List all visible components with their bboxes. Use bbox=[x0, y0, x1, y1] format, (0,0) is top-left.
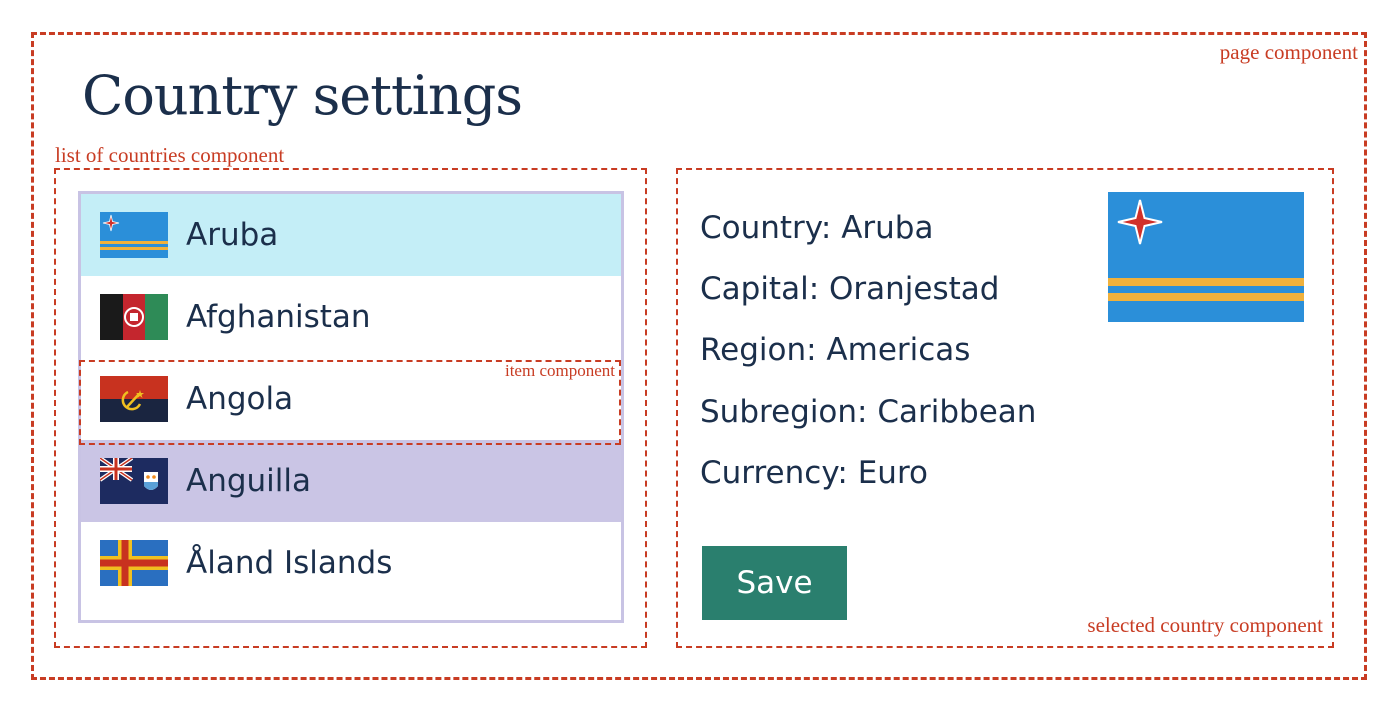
detail-capital: Capital: Oranjestad bbox=[700, 271, 1000, 307]
list-component-label: list of countries component bbox=[55, 143, 285, 167]
list-item-label: Anguilla bbox=[186, 463, 312, 499]
item-component-label: item component bbox=[504, 361, 615, 380]
list-component-outline bbox=[54, 168, 647, 648]
country-list: Aruba Afghanistan Angola bbox=[78, 191, 624, 623]
list-item-afghanistan[interactable]: Afghanistan bbox=[81, 276, 621, 358]
save-button[interactable]: Save bbox=[702, 546, 847, 620]
selected-country-component-label: selected country component bbox=[1087, 613, 1323, 637]
list-item-aland-islands[interactable]: Åland Islands bbox=[81, 522, 621, 604]
detail-currency: Currency: Euro bbox=[700, 455, 928, 491]
list-item-label: Aruba bbox=[186, 217, 279, 253]
anguilla-flag-icon bbox=[100, 458, 168, 504]
list-item-label: Angola bbox=[186, 381, 294, 417]
afghanistan-flag-icon bbox=[100, 294, 168, 340]
selected-country-component-outline bbox=[676, 168, 1334, 648]
detail-subregion: Subregion: Caribbean bbox=[700, 394, 1037, 430]
aland-islands-flag-icon bbox=[100, 540, 168, 586]
detail-region: Region: Americas bbox=[700, 332, 971, 368]
aruba-flag-icon bbox=[1108, 192, 1304, 322]
page-component-outline bbox=[31, 32, 1367, 680]
page-component-label: page component bbox=[1219, 40, 1358, 64]
list-item-anguilla[interactable]: Anguilla bbox=[81, 440, 621, 522]
angola-flag-icon bbox=[100, 376, 168, 422]
aruba-flag-icon bbox=[100, 212, 168, 258]
list-item-aruba[interactable]: Aruba bbox=[81, 194, 621, 276]
item-component-outline bbox=[79, 360, 621, 445]
list-item-label: Åland Islands bbox=[186, 545, 393, 581]
list-item-angola[interactable]: Angola bbox=[81, 358, 621, 440]
list-item-label: Afghanistan bbox=[186, 299, 371, 335]
page-title: Country settings bbox=[82, 64, 523, 127]
detail-country: Country: Aruba bbox=[700, 210, 934, 246]
